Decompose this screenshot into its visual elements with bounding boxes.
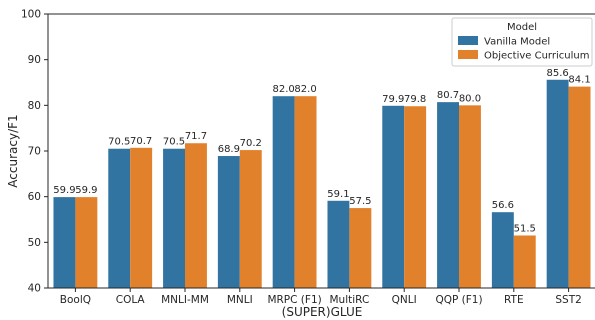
y-tick-label-4: 80 <box>28 100 41 112</box>
x-tick-label-4: MRPC (F1) <box>267 294 321 306</box>
bar-vanilla-2 <box>163 148 185 288</box>
x-tick-label-1: COLA <box>116 294 146 306</box>
x-tick-label-9: SST2 <box>555 294 581 306</box>
legend: Model Vanilla Model Objective Curriculum <box>451 17 593 67</box>
data-label-vanilla-1: 70.5 <box>108 137 130 148</box>
bar-vanilla-0 <box>53 197 76 288</box>
data-label-curriculum-5: 57.5 <box>349 196 371 207</box>
bar-curriculum-5 <box>349 208 372 288</box>
data-label-vanilla-8: 56.6 <box>492 200 514 211</box>
y-tick-label-6: 100 <box>21 9 41 21</box>
bar-vanilla-1 <box>108 148 131 288</box>
bar-vanilla-5 <box>327 200 350 288</box>
data-label-vanilla-6: 79.9 <box>382 94 404 105</box>
legend-title: Model <box>507 22 537 33</box>
legend-label-vanilla: Vanilla Model <box>484 37 550 48</box>
bar-vanilla-9 <box>546 79 569 288</box>
data-label-curriculum-6: 79.8 <box>404 94 426 105</box>
y-tick-label-3: 70 <box>28 146 41 158</box>
bar-curriculum-9 <box>568 86 591 288</box>
data-label-curriculum-8: 51.5 <box>514 223 536 234</box>
data-label-vanilla-9: 85.6 <box>547 68 569 79</box>
legend-swatch-vanilla <box>458 36 478 45</box>
data-label-curriculum-0: 59.9 <box>75 185 97 196</box>
bar-vanilla-6 <box>382 105 405 288</box>
plot-area: 59.9 70.5 70.5 68.9 82.0 59.1 79.9 80.7 56.6 85.6… <box>21 9 595 306</box>
x-tick-label-0: BoolQ <box>60 294 91 306</box>
data-label-vanilla-7: 80.7 <box>437 90 459 101</box>
bar-curriculum-7 <box>459 105 481 288</box>
legend-box <box>451 17 593 67</box>
y-tick-label-5: 90 <box>28 54 41 66</box>
bar-vanilla-4 <box>272 96 295 288</box>
bar-curriculum-8 <box>513 235 536 288</box>
bar-vanilla-7 <box>437 102 459 289</box>
bar-vanilla-8 <box>491 212 514 288</box>
x-tick-label-6: QNLI <box>392 294 417 306</box>
legend-label-curriculum: Objective Curriculum <box>484 51 589 62</box>
data-label-vanilla-3: 68.9 <box>218 144 240 155</box>
data-label-vanilla-0: 59.9 <box>53 185 75 196</box>
data-label-curriculum-1: 70.7 <box>130 136 152 147</box>
data-label-vanilla-5: 59.1 <box>327 189 349 200</box>
y-tick-label-1: 50 <box>28 237 41 249</box>
bar-vanilla-3 <box>217 156 240 288</box>
data-label-curriculum-3: 70.2 <box>240 138 262 149</box>
bar-curriculum-0 <box>75 197 98 288</box>
bar-curriculum-4 <box>294 96 317 288</box>
x-tick-label-2: MNLI-MM <box>161 294 209 306</box>
data-label-curriculum-2: 71.7 <box>185 131 207 142</box>
data-label-vanilla-2: 70.5 <box>163 137 185 148</box>
bar-curriculum-2 <box>185 143 207 288</box>
data-label-vanilla-4: 82.0 <box>273 84 295 95</box>
y-tick-label-0: 40 <box>28 283 41 295</box>
y-axis-title: Accuracy/F1 <box>6 114 20 187</box>
bar-curriculum-1 <box>130 147 153 288</box>
bar-curriculum-6 <box>404 106 427 288</box>
x-tick-label-7: QQP (F1) <box>435 294 482 306</box>
x-tick-label-3: MNLI <box>227 294 253 306</box>
legend-swatch-curriculum <box>458 50 478 59</box>
data-label-curriculum-9: 84.1 <box>568 75 590 86</box>
data-label-curriculum-4: 82.0 <box>294 84 316 95</box>
bar-curriculum-3 <box>239 150 262 288</box>
y-tick-label-2: 60 <box>28 191 41 203</box>
data-label-curriculum-7: 80.0 <box>459 93 481 104</box>
x-axis-title: (SUPER)GLUE <box>282 305 363 319</box>
x-tick-label-5: MultiRC <box>330 294 370 306</box>
x-tick-label-8: RTE <box>504 294 524 306</box>
